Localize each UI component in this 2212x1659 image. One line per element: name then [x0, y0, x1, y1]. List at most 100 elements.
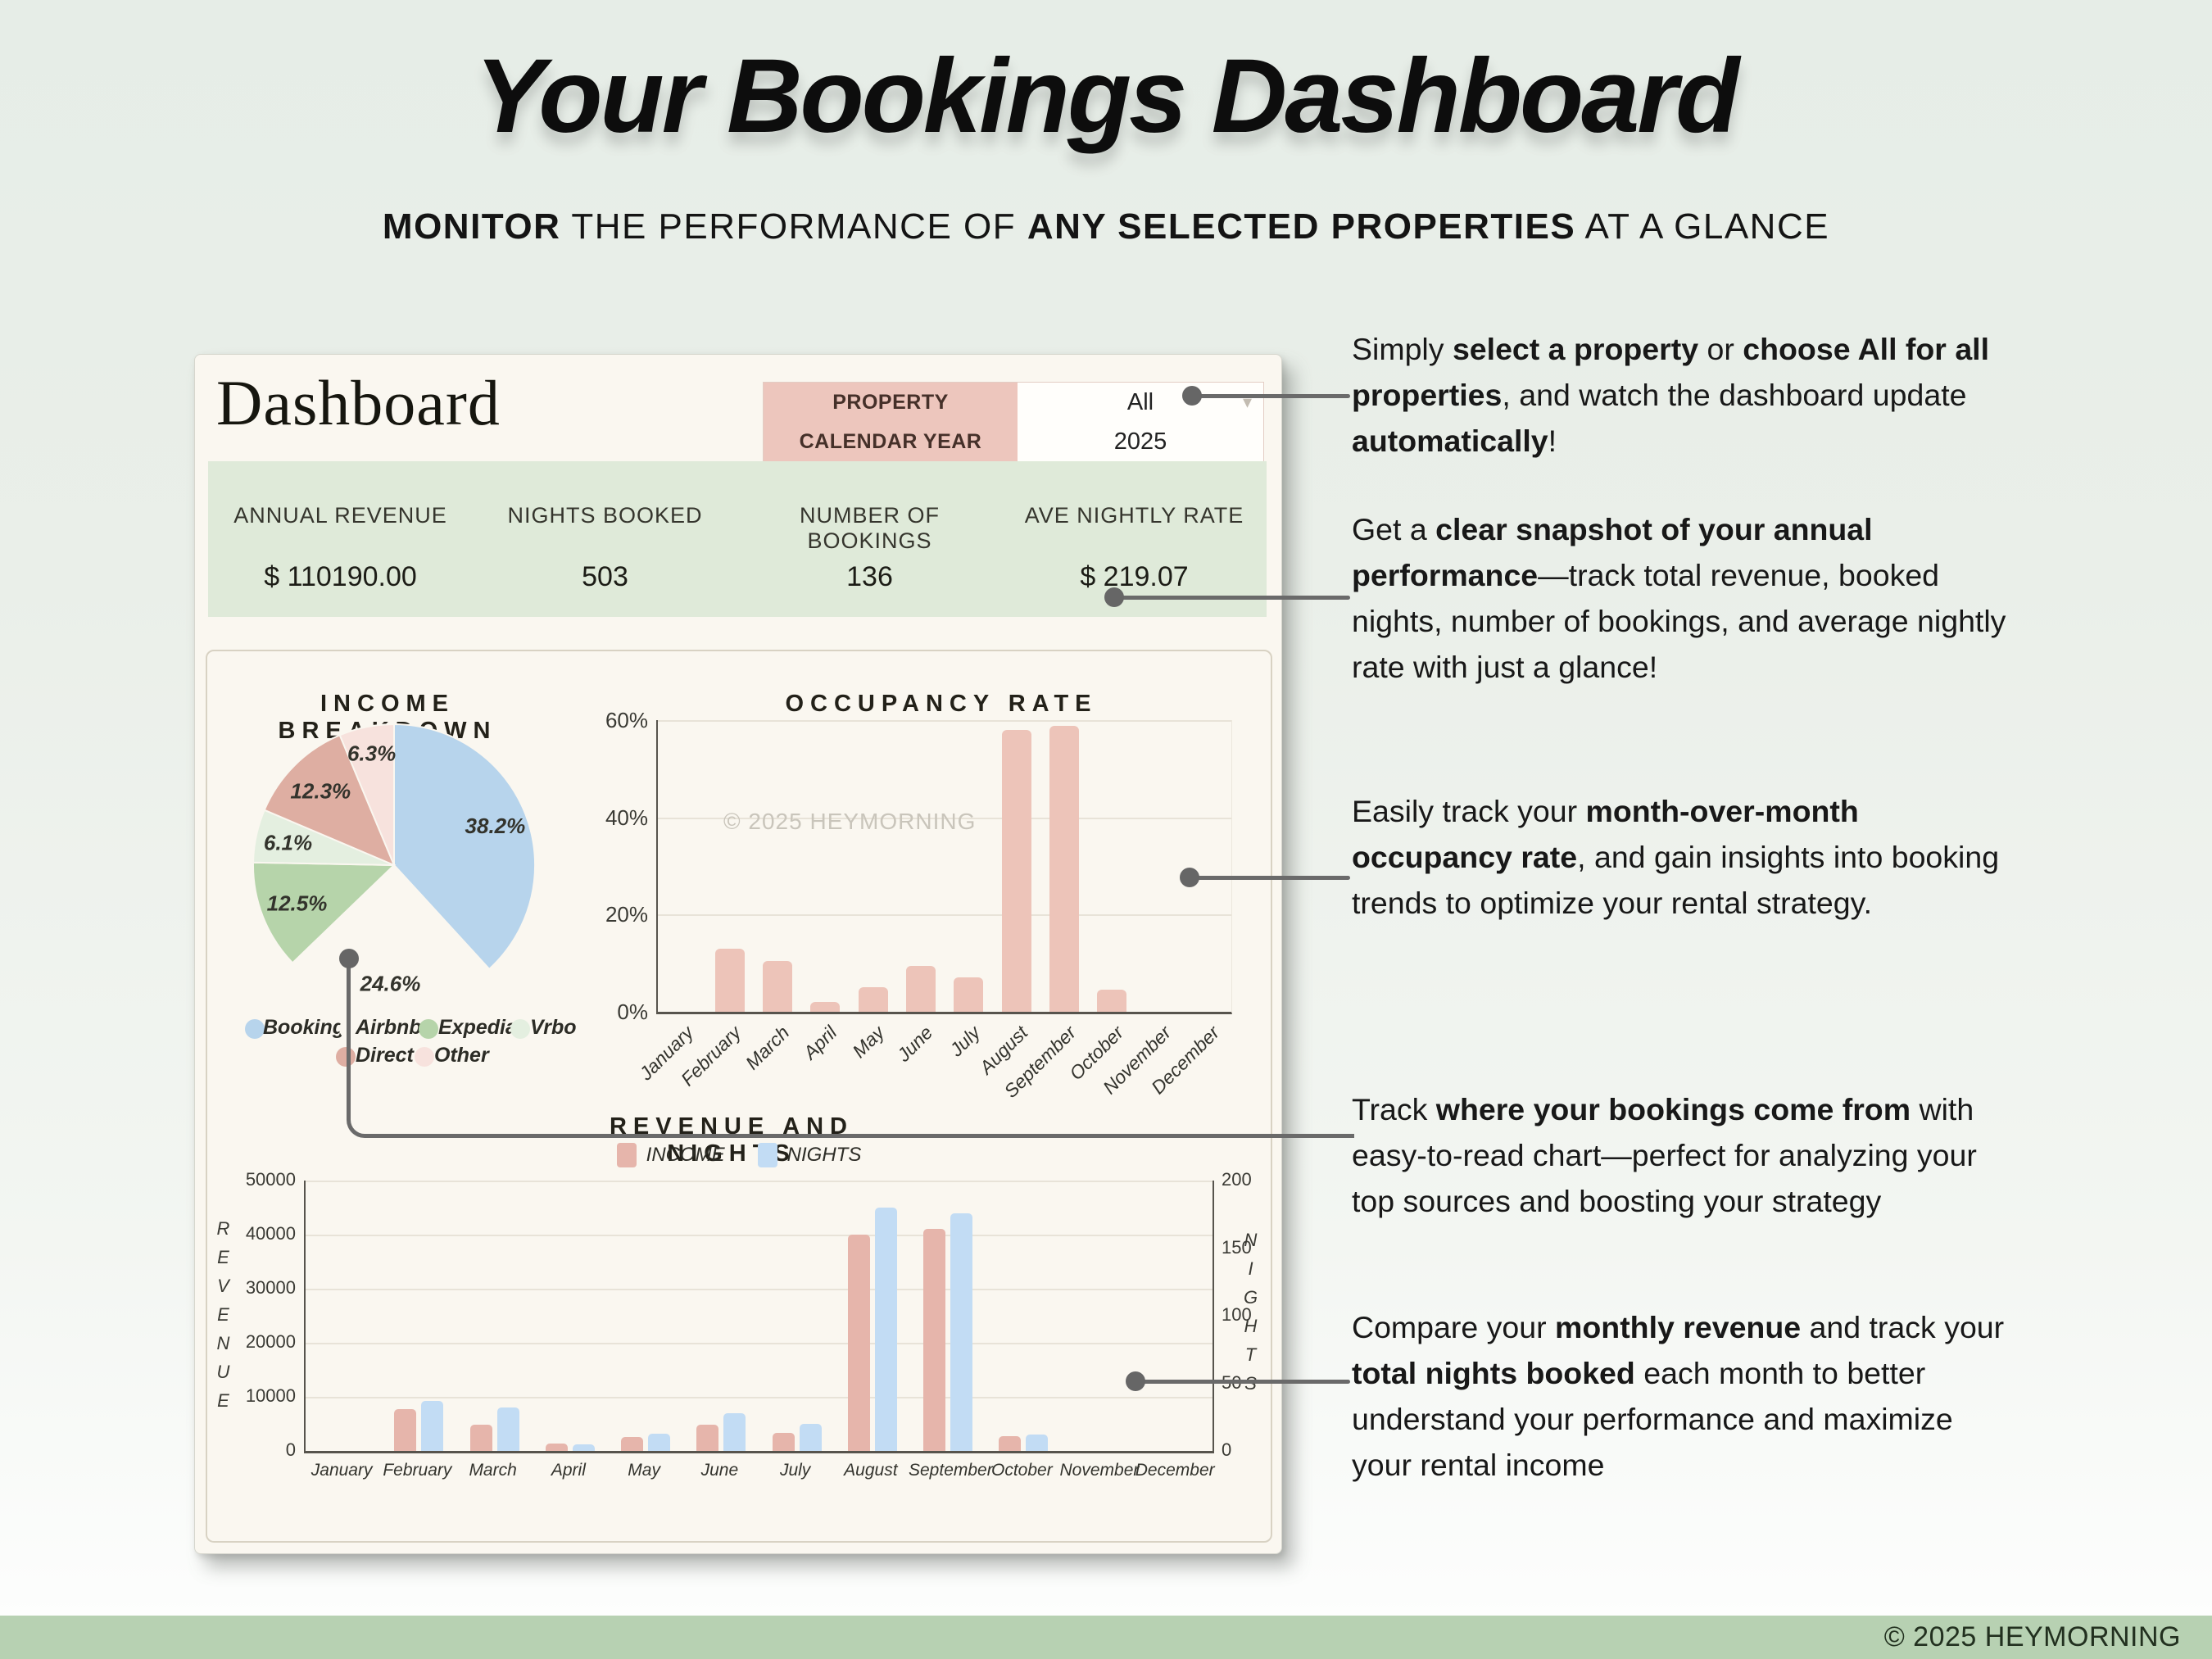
grid-line [306, 1289, 1213, 1290]
calendar-year-label: CALENDAR YEAR [764, 422, 1018, 461]
stat-label: NUMBER OF BOOKINGS [800, 503, 940, 553]
legend-swatch-vrbo [510, 1019, 530, 1039]
revenue-month-label: May [628, 1461, 660, 1480]
grid-line [658, 817, 1231, 819]
stat-ave-nightly-rate: AVE NIGHTLY RATE $ 219.07 [1002, 461, 1267, 617]
occupancy-ytick: 20% [605, 902, 648, 927]
occupancy-bar-may [858, 987, 888, 1012]
pie-slice-other [338, 723, 395, 866]
income-bar-october [999, 1436, 1022, 1451]
grid-line [306, 1397, 1213, 1398]
stat-label: AVE NIGHTLY RATE [1024, 503, 1244, 528]
connector-line-1 [1192, 394, 1350, 398]
revenue-ytick: 10000 [245, 1385, 296, 1406]
callout-select-property: Simply select a property or choose All f… [1352, 332, 1990, 458]
legend-label-expedia: Expedia [438, 1016, 517, 1039]
nights-bar-february [421, 1400, 444, 1451]
property-label: PROPERTY [764, 383, 1018, 422]
nights-bar-september [950, 1213, 973, 1451]
nights-ytick: 0 [1222, 1439, 1232, 1460]
nights-ytick: 100 [1222, 1304, 1252, 1325]
legend-label-direct: Direct [356, 1044, 414, 1067]
legend-label-nights: NIGHTS [786, 1144, 862, 1166]
legend-label-income: INCOME [646, 1144, 725, 1166]
legend-label-airbnb: Airbnb [356, 1016, 422, 1039]
occupancy-bar-july [954, 977, 984, 1012]
connector-line-2 [1114, 596, 1350, 600]
nights-ytick: 200 [1222, 1169, 1252, 1190]
revenue-nights-chart-plot [304, 1181, 1214, 1453]
revenue-month-label: November [1059, 1461, 1140, 1480]
pie-slice-booking [393, 723, 537, 971]
nights-bar-may [648, 1433, 671, 1451]
legend-label-other: Other [434, 1044, 489, 1067]
grid-line [658, 720, 1231, 722]
occupancy-bar-april [810, 1002, 841, 1012]
legend-swatch-booking [245, 1019, 265, 1039]
grid-line [306, 1235, 1213, 1236]
callout-booking-sources: Track where your bookings come from with… [1352, 1092, 1977, 1218]
revenue-month-label: June [700, 1461, 739, 1480]
chevron-down-icon: ▾ [1242, 392, 1252, 412]
nights-axis-title: NIGHTS [1240, 1230, 1261, 1402]
page-subtitle: MONITOR THE PERFORMANCE OF ANY SELECTED … [382, 206, 1830, 247]
property-value: All [1126, 388, 1154, 415]
stat-nights-booked: NIGHTS BOOKED 503 [473, 461, 737, 617]
callout-occupancy-rate: Easily track your month-over-month occup… [1352, 794, 2000, 920]
stat-value: $ 219.07 [1080, 561, 1189, 592]
dashboard-card: Dashboard PROPERTY All ▾ CALENDAR YEAR 2… [194, 354, 1282, 1554]
income-bar-august [847, 1235, 870, 1451]
pie-label: 24.6% [360, 971, 421, 995]
income-bar-april [545, 1444, 568, 1451]
revenue-axis-title: REVENUE [213, 1218, 233, 1419]
grid-line [306, 1343, 1213, 1344]
legend-label-vrbo: Vrbo [530, 1016, 577, 1039]
occupancy-bar-august [1001, 729, 1031, 1012]
revenue-month-label: July [779, 1461, 811, 1480]
occupancy-chart-plot [656, 720, 1232, 1014]
connector-dot-5 [1126, 1371, 1145, 1391]
occupancy-ytick: 60% [605, 708, 648, 732]
stat-number-of-bookings: NUMBER OF BOOKINGS 136 [737, 461, 1002, 617]
legend-swatch-other [415, 1047, 434, 1067]
pie-label: 38.2% [465, 814, 526, 838]
revenue-ytick: 0 [285, 1439, 296, 1460]
occupancy-bar-october [1097, 990, 1127, 1012]
calendar-year-value: 2025 [1113, 428, 1167, 455]
revenue-nights-legend: INCOME NIGHTS [207, 1143, 1271, 1167]
income-bar-may [621, 1436, 644, 1451]
nights-bar-april [572, 1444, 595, 1451]
revenue-ytick: 30000 [245, 1277, 296, 1298]
stat-label: NIGHTS BOOKED [507, 503, 703, 528]
revenue-ytick: 50000 [245, 1169, 296, 1190]
income-bar-july [772, 1432, 795, 1451]
nights-bar-march [496, 1407, 519, 1451]
page-title: Your Bookings Dashboard [474, 38, 1740, 155]
grid-line [658, 914, 1231, 917]
revenue-month-label: October [991, 1461, 1053, 1480]
legend-label-booking: Booking [263, 1016, 345, 1039]
pie-label: 12.5% [267, 891, 328, 916]
occupancy-rate-title: OCCUPANCY RATE [785, 691, 1098, 717]
occupancy-bar-march [762, 960, 792, 1012]
connector-dot-3 [1180, 868, 1199, 887]
connector-line-5 [1135, 1380, 1350, 1384]
grid-line [306, 1181, 1213, 1182]
connector-line-3 [1190, 876, 1350, 880]
nights-bar-august [874, 1208, 897, 1451]
callout-monthly-revenue: Compare your monthly revenue and track y… [1352, 1310, 2005, 1482]
revenue-month-label: August [844, 1461, 898, 1480]
revenue-month-label: March [469, 1461, 517, 1480]
footer-copyright: © 2025 HEYMORNING [1883, 1621, 2181, 1652]
calendar-year-value-dropdown[interactable]: 2025 [1018, 422, 1263, 461]
legend-swatch-income [616, 1143, 637, 1167]
revenue-month-label: January [310, 1461, 373, 1480]
connector-dot-2 [1104, 587, 1124, 607]
revenue-month-label: September [909, 1461, 993, 1480]
property-value-dropdown[interactable]: All ▾ [1018, 383, 1263, 423]
occupancy-ytick: 0% [617, 999, 648, 1024]
footer-bar: © 2025 HEYMORNING [0, 1616, 2212, 1659]
legend-swatch-nights [757, 1143, 777, 1167]
occupancy-bar-september [1049, 726, 1079, 1012]
stat-label: ANNUAL REVENUE [233, 503, 447, 528]
